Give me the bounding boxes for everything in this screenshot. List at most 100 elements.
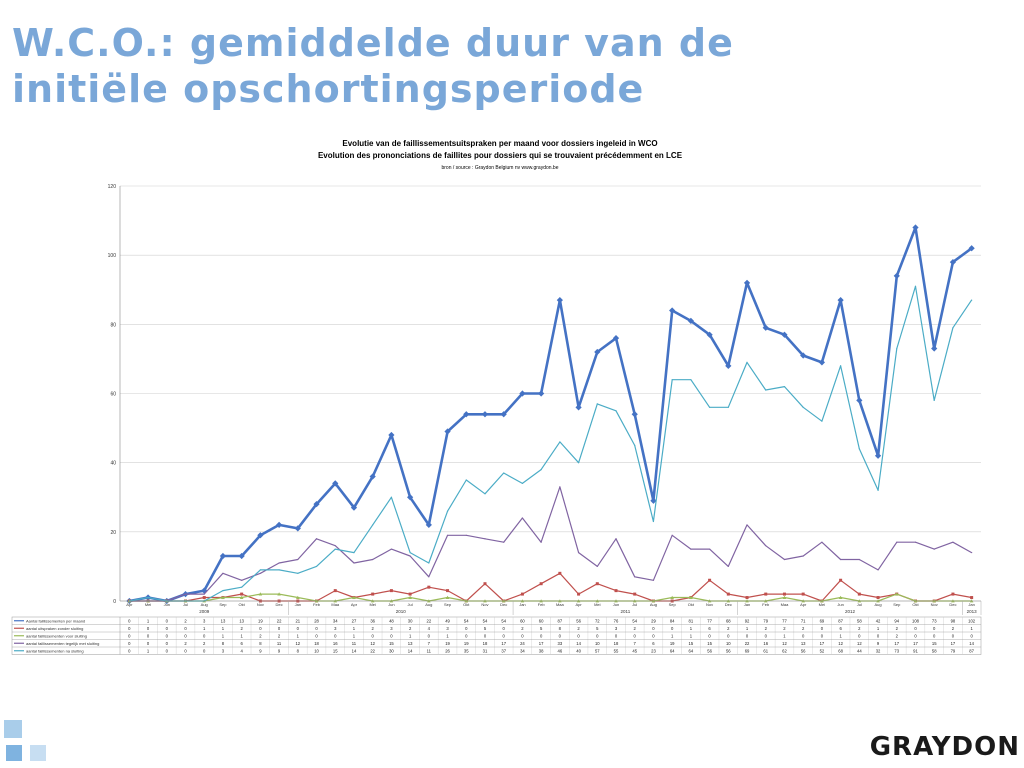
table-cell-5-2: 1	[147, 648, 150, 653]
table-cell-3-1: 0	[128, 633, 131, 638]
table-cell-5-41: 32	[876, 648, 881, 653]
table-cell-1-35: 79	[763, 618, 768, 623]
table-cell-1-45: 98	[951, 618, 956, 623]
table-cell-4-8: 8	[259, 641, 262, 646]
series-5-point-19	[465, 479, 467, 481]
table-cell-5-9: 9	[278, 648, 281, 653]
series-2-point-12	[333, 589, 337, 593]
series-1-point-38	[818, 359, 826, 366]
table-cell-1-24: 87	[558, 618, 563, 623]
chart-source: bron / source : Graydon Belgium nv www.g…	[441, 165, 558, 171]
table-cell-3-41: 0	[877, 633, 880, 638]
table-cell-3-12: 0	[334, 633, 337, 638]
series-5-point-21	[503, 472, 505, 474]
series-3-point-39	[838, 595, 843, 599]
year-label-2010: 2010	[396, 609, 407, 614]
series-4-point-17	[428, 576, 430, 578]
table-cell-1-3: 0	[166, 618, 169, 623]
table-cell-5-1: 0	[128, 648, 131, 653]
table-cell-1-40: 58	[857, 618, 862, 623]
x-tick-label-7: Okt	[239, 602, 246, 607]
table-cell-4-36: 12	[782, 641, 787, 646]
table-cell-4-43: 17	[913, 641, 918, 646]
table-cell-3-15: 0	[390, 633, 393, 638]
series-5-point-23	[540, 468, 542, 471]
series-4-point-29	[652, 579, 655, 581]
table-cell-5-43: 91	[913, 648, 918, 653]
series-4-point-43	[914, 541, 917, 543]
series-4-point-18	[446, 534, 449, 536]
table-cell-3-2: 0	[147, 633, 150, 638]
table-cell-2-2: 0	[147, 626, 150, 631]
series-5-point-22	[521, 482, 524, 485]
x-tick-label-13: Apr	[351, 602, 358, 607]
table-cell-3-20: 0	[484, 633, 487, 638]
table-cell-1-39: 87	[838, 618, 843, 623]
table-cell-4-2: 0	[147, 641, 150, 646]
series-3-point-18	[445, 595, 450, 599]
table-cell-5-6: 3	[222, 648, 225, 653]
table-cell-1-1: 0	[128, 618, 131, 623]
series-4-point-11	[315, 538, 318, 540]
series-4-point-37	[802, 555, 804, 557]
table-cell-2-25: 2	[577, 626, 580, 631]
table-cell-3-23: 0	[540, 633, 543, 638]
x-tick-label-8: Nov	[257, 602, 264, 607]
series-2-point-27	[614, 589, 618, 593]
legend-label-1: Aantal faillissementen per maand	[26, 618, 85, 623]
table-cell-4-29: 6	[652, 641, 655, 646]
table-cell-4-31: 15	[689, 641, 694, 646]
series-2-point-18	[446, 589, 450, 593]
table-cell-5-7: 4	[240, 648, 243, 653]
table-cell-5-25: 40	[576, 648, 581, 653]
table-cell-3-5: 0	[203, 633, 206, 638]
series-4-point-15	[390, 548, 393, 550]
table-cell-2-20: 5	[484, 626, 487, 631]
table-cell-5-40: 44	[857, 648, 862, 653]
table-cell-5-20: 31	[483, 648, 488, 653]
table-cell-2-19: 0	[465, 626, 468, 631]
table-cell-1-33: 68	[726, 618, 731, 623]
series-1-point-13	[350, 504, 358, 511]
table-cell-5-11: 10	[314, 648, 319, 653]
table-cell-5-24: 46	[558, 648, 563, 653]
series-2-point-20	[483, 582, 487, 586]
series-4-point-6	[222, 572, 224, 574]
series-1-point-19	[463, 411, 470, 418]
table-cell-4-14: 12	[370, 641, 375, 646]
table-cell-2-39: 6	[839, 626, 842, 631]
series-3-point-31	[689, 595, 693, 599]
series-5-point-16	[409, 551, 411, 554]
x-tick-label-45: Dec	[949, 602, 956, 607]
table-cell-4-44: 15	[932, 641, 937, 646]
table-cell-2-14: 2	[372, 626, 375, 631]
year-label-2011: 2011	[621, 609, 631, 614]
x-tick-label-17: Aug	[425, 602, 432, 607]
table-cell-3-39: 1	[839, 633, 842, 638]
series-5-point-15	[390, 496, 393, 498]
table-cell-5-32: 56	[707, 648, 712, 653]
series-5-point-31	[690, 379, 692, 381]
series-4-point-22	[521, 517, 524, 519]
table-cell-5-28: 45	[632, 648, 637, 653]
table-cell-3-33: 0	[727, 633, 730, 638]
table-cell-1-14: 36	[370, 618, 375, 623]
slide-title-line-2: initiële opschortingsperiode	[12, 67, 645, 111]
table-cell-1-8: 19	[258, 618, 263, 623]
table-cell-3-13: 1	[353, 633, 356, 638]
table-cell-5-12: 15	[333, 648, 338, 653]
table-cell-1-2: 1	[147, 618, 150, 623]
table-cell-4-25: 14	[576, 641, 581, 646]
table-cell-4-24: 33	[558, 641, 563, 646]
table-cell-4-16: 13	[408, 641, 413, 646]
slide-title: W.C.O.: gemiddelde duur van de initiële …	[12, 20, 1012, 112]
table-cell-4-22: 24	[520, 641, 525, 646]
series-2-point-15	[389, 589, 393, 593]
table-cell-2-3: 0	[166, 626, 169, 631]
series-5-point-38	[821, 420, 823, 422]
series-4-point-8	[259, 572, 261, 574]
table-cell-1-29: 29	[651, 618, 656, 623]
x-tick-label-30: Sep	[669, 602, 677, 607]
x-tick-label-5: Aug	[201, 602, 208, 607]
x-tick-label-33: Dec	[725, 602, 732, 607]
